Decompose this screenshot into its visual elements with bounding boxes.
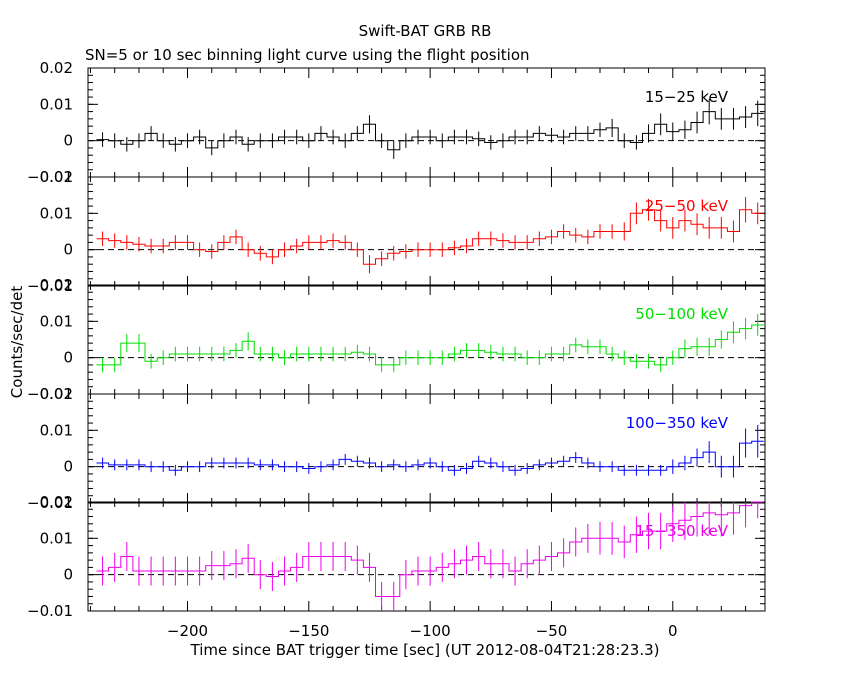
panel-3-frame [87, 284, 766, 395]
panel-4-ytick-label: −0.01 [27, 494, 73, 512]
x-tick-label: 0 [668, 622, 678, 640]
x-axis-label: Time since BAT trigger time [sec] (UT 20… [190, 641, 660, 659]
panel-5-ytick-label: −0.01 [27, 602, 73, 620]
x-tick-label: −200 [167, 622, 208, 640]
panel-5-ytick-label: 0 [63, 566, 73, 584]
panel-3-ytick-label: 0.02 [40, 276, 73, 294]
panel-5-ytick-label: 0.02 [40, 493, 73, 511]
panel-1-step-line [96, 111, 764, 151]
y-axis-label: Counts/sec/det [8, 286, 26, 399]
panel-3-ytick-label: −0.01 [27, 385, 73, 403]
chart-title: Swift-BAT GRB RB [359, 22, 492, 40]
panel-1-legend-label: 15−25 keV [645, 88, 729, 106]
x-tick-label: −150 [288, 622, 329, 640]
panel-5-frame [87, 501, 766, 612]
panels-group: −0.01 0 0.01 0.02 15−25 keV −0.01 0 0.01 0.02 25−… [27, 59, 766, 640]
panel-2-ytick-label: 0.01 [40, 204, 73, 222]
panel-1-ytick-label: 0.01 [40, 95, 73, 113]
x-tick-label: −50 [536, 622, 568, 640]
panel-5-legend-label: 15−350 keV [635, 522, 728, 540]
panel-4-frame [87, 393, 766, 504]
panel-4-ytick-label: 0.02 [40, 385, 73, 403]
panel-2-legend-label: 25−50 keV [645, 197, 729, 215]
panel-3-ytick-label: 0 [63, 349, 73, 367]
panel-3-ytick-label: 0.01 [40, 312, 73, 330]
panel-1-frame [87, 67, 766, 178]
panel-1-ytick-label: 0 [63, 132, 73, 150]
panel-1-ytick-label: −0.01 [27, 168, 73, 186]
x-tick-label: −100 [410, 622, 451, 640]
panel-3-legend-label: 50−100 keV [635, 305, 728, 323]
panel-4-ytick-label: 0 [63, 458, 73, 476]
chart-subtitle: SN=5 or 10 sec binning light curve using… [85, 46, 530, 64]
panel-1-ytick-label: 0.02 [40, 59, 73, 77]
panel-2-ytick-label: −0.01 [27, 277, 73, 295]
panel-4-ytick-label: 0.01 [40, 421, 73, 439]
panel-2-ytick-label: 0.02 [40, 168, 73, 186]
panel-4-legend-label: 100−350 keV [626, 414, 729, 432]
panel-5-ytick-label: 0.01 [40, 529, 73, 547]
panel-5-step-line [96, 501, 764, 597]
panel-2-frame [87, 176, 766, 287]
panel-2-ytick-label: 0 [63, 241, 73, 259]
